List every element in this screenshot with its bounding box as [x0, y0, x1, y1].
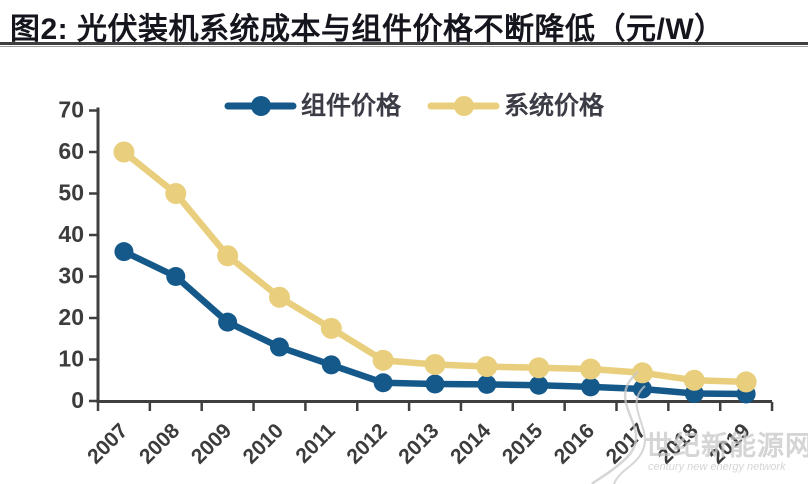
- flame-icon: [591, 371, 639, 484]
- y-tick-label: 30: [58, 263, 84, 289]
- series-marker-module-price: [373, 373, 393, 393]
- watermark-cn-text: 世纪新能源网: [645, 430, 808, 461]
- legend-label-system-price: 系统价格: [504, 91, 605, 120]
- x-tick-label: 2010: [239, 419, 288, 468]
- y-tick-label: 60: [58, 138, 84, 164]
- legend-marker-module-price: [251, 96, 271, 116]
- series-marker-module-price: [218, 312, 238, 332]
- x-tick-label: 2009: [187, 419, 236, 468]
- watermark-en-text: century new energy network: [648, 461, 786, 473]
- series-marker-module-price: [321, 355, 341, 375]
- series-marker-system-price: [424, 353, 446, 375]
- x-tick-label: 2017: [602, 419, 651, 468]
- x-tick-label: 2012: [342, 419, 391, 468]
- series-marker-module-price: [477, 374, 497, 394]
- series-marker-module-price: [114, 242, 134, 262]
- series-marker-module-price: [166, 267, 186, 286]
- legend-item-system-price: 系统价格: [427, 91, 605, 120]
- series-marker-module-price: [581, 377, 601, 397]
- y-tick-label: 0: [71, 387, 84, 413]
- series-marker-module-price: [269, 337, 289, 357]
- x-tick-label: 2011: [291, 419, 340, 468]
- y-tick-label: 70: [58, 97, 84, 123]
- series-marker-system-price: [683, 369, 705, 391]
- y-tick-label: 20: [58, 304, 84, 330]
- x-tick-label: 2014: [446, 419, 496, 469]
- legend-marker-system-price: [454, 96, 474, 116]
- y-tick-label: 40: [58, 221, 84, 247]
- series-marker-system-price: [113, 141, 135, 163]
- figure-title: 图2: 光伏装机系统成本与组件价格不断降低（元/W）: [0, 0, 808, 46]
- series-marker-system-price: [268, 286, 290, 308]
- series-marker-system-price: [476, 356, 498, 378]
- x-tick-label: 2015: [498, 419, 548, 469]
- series-marker-system-price: [631, 362, 653, 384]
- series-marker-system-price: [580, 358, 602, 380]
- x-tick-label: 2008: [135, 419, 185, 469]
- x-tick-label: 2007: [83, 419, 132, 468]
- title-divider: [0, 42, 808, 45]
- series-marker-system-price: [528, 357, 550, 379]
- series-marker-system-price: [735, 371, 757, 393]
- legend: 组件价格 系统价格: [224, 91, 605, 120]
- y-tick-label: 50: [58, 180, 84, 206]
- figure-title-text: 图2: 光伏装机系统成本与组件价格不断降低（元/W）: [10, 13, 725, 46]
- series-marker-system-price: [372, 349, 394, 371]
- series-marker-system-price: [217, 245, 239, 267]
- legend-item-module-price: 组件价格: [224, 91, 402, 120]
- flame-icon-inner: [613, 385, 646, 484]
- series-line-system-price: [120, 148, 750, 386]
- title-divider-shadow: [0, 46, 808, 47]
- series-marker-system-price: [165, 183, 187, 204]
- series-marker-module-price: [529, 375, 549, 395]
- x-tick-label: 2013: [394, 419, 443, 468]
- watermark: 世纪新能源网 century new energy network: [591, 371, 808, 484]
- series-marker-module-price: [425, 374, 445, 394]
- legend-label-module-price: 组件价格: [301, 91, 402, 120]
- x-tick-label: 2016: [550, 419, 599, 468]
- y-tick-label: 10: [58, 346, 84, 372]
- plot-series: [113, 141, 757, 404]
- series-marker-system-price: [320, 317, 342, 339]
